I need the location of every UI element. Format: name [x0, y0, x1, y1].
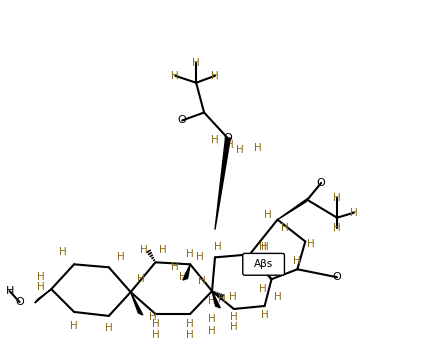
Text: H: H [192, 58, 199, 68]
Text: H: H [37, 272, 45, 282]
Text: H: H [210, 135, 219, 145]
Polygon shape [182, 264, 190, 280]
Text: H: H [171, 71, 179, 81]
Text: H: H [213, 242, 222, 252]
Text: H: H [228, 292, 236, 302]
Text: H: H [230, 322, 237, 332]
Text: H: H [258, 242, 266, 252]
Text: H: H [207, 296, 216, 306]
Polygon shape [277, 198, 308, 220]
Text: H: H [332, 193, 340, 203]
Text: O: O [178, 115, 186, 125]
Text: O: O [223, 133, 232, 143]
Text: H: H [258, 284, 266, 294]
Text: H: H [260, 262, 268, 272]
Text: H: H [158, 245, 166, 256]
Text: H: H [225, 140, 233, 150]
Text: H: H [151, 319, 159, 329]
Text: H: H [207, 326, 216, 336]
Text: H: H [37, 282, 45, 292]
Text: H: H [273, 292, 281, 302]
Text: H: H [70, 321, 78, 331]
Text: H: H [253, 143, 261, 153]
Text: H: H [186, 330, 193, 340]
Text: H: H [230, 312, 237, 322]
Text: H: H [332, 223, 340, 233]
Polygon shape [35, 289, 51, 303]
Polygon shape [130, 292, 143, 315]
Text: H: H [218, 294, 225, 304]
Text: H: H [105, 323, 112, 333]
Text: O: O [332, 272, 341, 282]
Text: H: H [210, 71, 219, 81]
Text: H: H [260, 310, 268, 320]
Text: H: H [196, 252, 204, 262]
FancyBboxPatch shape [242, 253, 284, 275]
Text: H: H [236, 145, 243, 155]
Text: H: H [207, 314, 216, 324]
Text: O: O [15, 297, 24, 307]
Text: H: H [117, 252, 124, 262]
Text: H: H [59, 247, 67, 257]
Text: H: H [280, 223, 288, 233]
Text: H: H [171, 262, 179, 272]
Polygon shape [244, 255, 250, 272]
Text: H: H [263, 210, 271, 220]
Text: H: H [186, 319, 193, 329]
Text: H: H [179, 272, 187, 282]
Polygon shape [249, 255, 253, 268]
Text: H: H [349, 208, 357, 218]
Text: O: O [316, 178, 325, 188]
Text: H: H [307, 240, 314, 250]
Text: Aβs: Aβs [253, 259, 273, 269]
Text: H: H [186, 250, 193, 260]
Polygon shape [212, 291, 220, 308]
Text: H: H [136, 274, 144, 284]
Text: H: H [148, 312, 156, 322]
Text: H: H [151, 330, 159, 340]
Text: H: H [198, 276, 205, 286]
Text: H: H [139, 245, 147, 256]
Text: H: H [293, 256, 300, 266]
Text: H: H [6, 286, 14, 296]
Polygon shape [214, 138, 230, 230]
Text: H: H [260, 242, 268, 252]
